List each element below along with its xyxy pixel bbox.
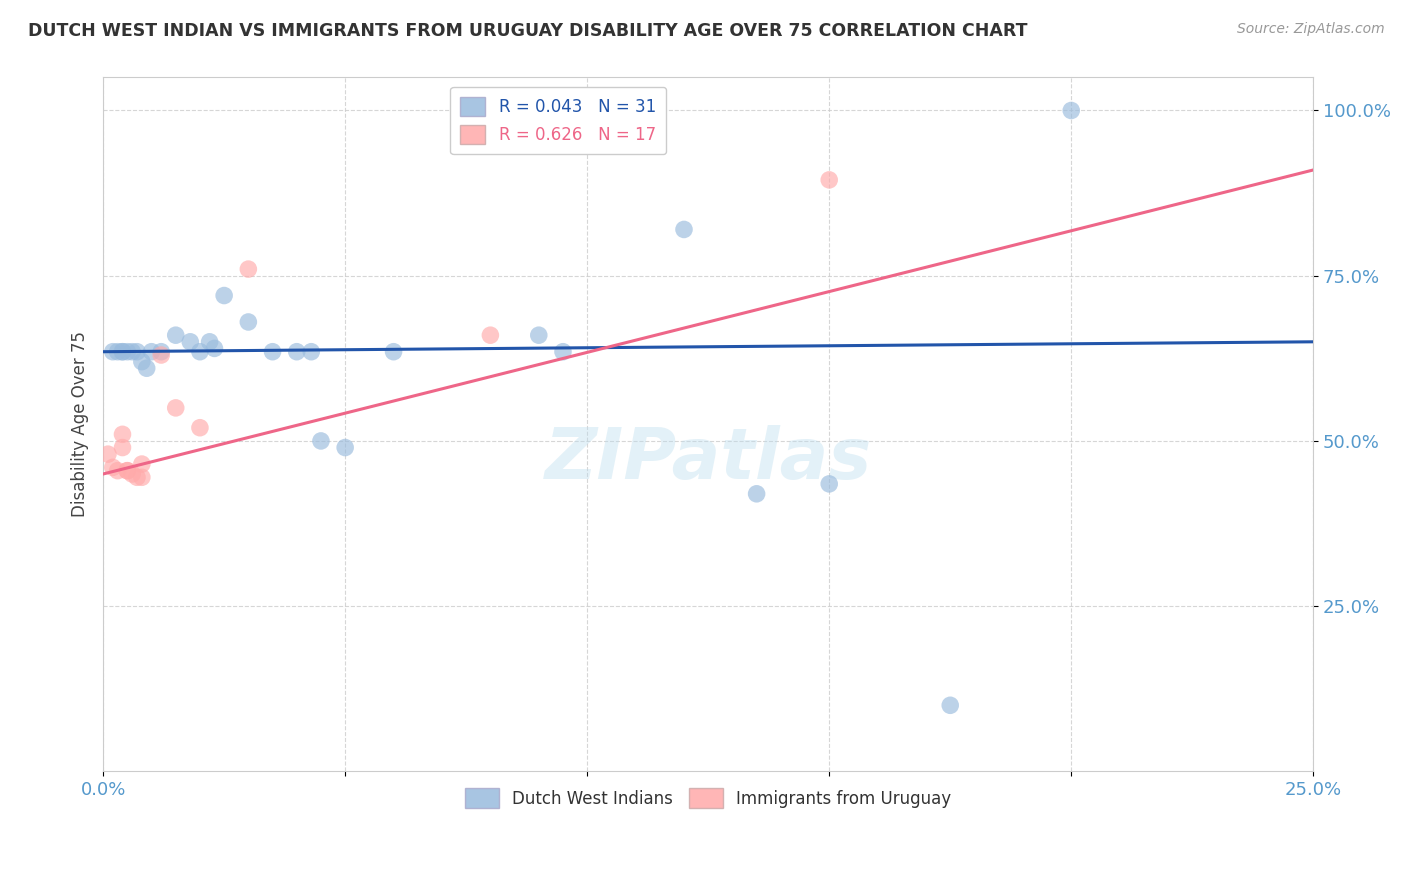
Point	[150, 348, 173, 362]
Point	[188, 421, 211, 435]
Point	[198, 334, 221, 349]
Point	[101, 344, 124, 359]
Point	[131, 470, 153, 484]
Text: ZIPatlas: ZIPatlas	[544, 425, 872, 493]
Text: Source: ZipAtlas.com: Source: ZipAtlas.com	[1237, 22, 1385, 37]
Point	[672, 222, 695, 236]
Text: DUTCH WEST INDIAN VS IMMIGRANTS FROM URUGUAY DISABILITY AGE OVER 75 CORRELATION : DUTCH WEST INDIAN VS IMMIGRANTS FROM URU…	[28, 22, 1028, 40]
Point	[111, 344, 134, 359]
Point	[121, 467, 143, 481]
Point	[212, 288, 235, 302]
Point	[141, 344, 163, 359]
Point	[262, 344, 284, 359]
Point	[117, 464, 139, 478]
Point	[165, 328, 187, 343]
Point	[135, 361, 157, 376]
Point	[111, 427, 134, 442]
Point	[1060, 103, 1083, 118]
Point	[125, 344, 148, 359]
Point	[97, 447, 120, 461]
Point	[818, 476, 841, 491]
Point	[382, 344, 405, 359]
Point	[188, 344, 211, 359]
Point	[479, 328, 502, 343]
Point	[131, 457, 153, 471]
Point	[527, 328, 550, 343]
Y-axis label: Disability Age Over 75: Disability Age Over 75	[72, 332, 89, 517]
Legend: Dutch West Indians, Immigrants from Uruguay: Dutch West Indians, Immigrants from Urug…	[458, 781, 957, 815]
Point	[309, 434, 332, 448]
Point	[939, 698, 962, 713]
Point	[111, 344, 134, 359]
Point	[285, 344, 308, 359]
Point	[101, 460, 124, 475]
Point	[107, 464, 129, 478]
Point	[179, 334, 201, 349]
Point	[111, 441, 134, 455]
Point	[238, 262, 260, 277]
Point	[299, 344, 322, 359]
Point	[551, 344, 574, 359]
Point	[745, 487, 768, 501]
Point	[204, 342, 226, 356]
Point	[150, 344, 173, 359]
Point	[818, 173, 841, 187]
Point	[165, 401, 187, 415]
Point	[117, 464, 139, 478]
Point	[333, 441, 356, 455]
Point	[125, 470, 148, 484]
Point	[117, 344, 139, 359]
Point	[121, 344, 143, 359]
Point	[131, 354, 153, 368]
Point	[238, 315, 260, 329]
Point	[107, 344, 129, 359]
